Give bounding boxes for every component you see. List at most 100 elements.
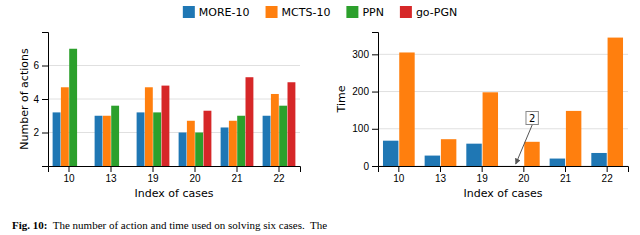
tick-mark bbox=[195, 166, 196, 172]
y-axis: 0100200300 bbox=[352, 33, 378, 172]
annotation: 2 bbox=[516, 112, 539, 165]
annotation-arrow bbox=[516, 125, 532, 164]
panel: 1013192021220100200300Index of casesTime… bbox=[335, 33, 629, 201]
chart-root: 101319202122246Index of casesNumber of a… bbox=[0, 0, 640, 235]
tick-label: 6 bbox=[33, 60, 39, 71]
x-axis-title: Index of cases bbox=[464, 187, 543, 200]
axis-line bbox=[379, 167, 629, 173]
bar bbox=[179, 133, 187, 167]
bar bbox=[279, 106, 287, 166]
bar bbox=[195, 133, 203, 167]
tick-label: 22 bbox=[602, 173, 614, 184]
tick-mark bbox=[523, 166, 524, 172]
tick-label: 10 bbox=[63, 173, 75, 184]
tick-mark bbox=[482, 166, 483, 172]
bar bbox=[566, 111, 581, 166]
tick-mark bbox=[372, 92, 378, 93]
bars bbox=[53, 49, 296, 166]
legend-label: MORE-10 bbox=[199, 6, 250, 19]
bar bbox=[483, 92, 498, 166]
legend-swatch bbox=[400, 6, 412, 18]
tick-label: 2 bbox=[33, 127, 39, 138]
bar bbox=[237, 116, 245, 166]
tick-mark bbox=[372, 54, 378, 55]
bar bbox=[221, 127, 229, 166]
bar bbox=[288, 82, 296, 166]
bar bbox=[204, 111, 212, 166]
axis-line bbox=[49, 167, 301, 173]
bar bbox=[466, 144, 481, 166]
tick-mark bbox=[42, 133, 48, 134]
legend-item: MORE-10 bbox=[183, 6, 250, 19]
bar bbox=[441, 139, 456, 166]
tick-mark bbox=[372, 129, 378, 130]
bar bbox=[137, 112, 145, 166]
tick: 19 bbox=[477, 166, 489, 184]
x-axis-title: Index of cases bbox=[135, 187, 214, 200]
y-axis-title: Time bbox=[335, 85, 348, 113]
annotation-box bbox=[526, 112, 538, 125]
tick-label: 300 bbox=[352, 49, 369, 60]
caption-text: The number of action and time used on so… bbox=[47, 219, 327, 231]
bar bbox=[111, 106, 119, 166]
tick-label: 20 bbox=[518, 173, 530, 184]
tick: 300 bbox=[352, 49, 378, 60]
y-axis-title: Number of actions bbox=[18, 48, 31, 150]
grid-line bbox=[48, 132, 300, 133]
legend-swatch bbox=[346, 6, 358, 18]
tick-label: 10 bbox=[393, 173, 405, 184]
tick: 21 bbox=[560, 166, 572, 184]
tick-mark bbox=[372, 166, 378, 167]
tick-mark bbox=[111, 166, 112, 172]
caption: Fig. 10: The number of action and time u… bbox=[12, 219, 327, 231]
bar bbox=[229, 121, 237, 166]
tick-mark bbox=[237, 166, 238, 172]
tick-mark bbox=[440, 166, 441, 172]
grid-line bbox=[378, 54, 628, 55]
legend-item: PPN bbox=[346, 6, 384, 19]
grid bbox=[48, 66, 300, 133]
tick: 19 bbox=[147, 166, 159, 184]
bar bbox=[383, 141, 398, 166]
x-axis: 10 13 19 20 21 22 bbox=[379, 166, 629, 184]
grid-line bbox=[378, 128, 628, 129]
tick-label: 19 bbox=[147, 173, 159, 184]
panel: 101319202122246Index of casesNumber of a… bbox=[18, 33, 301, 201]
bar bbox=[591, 153, 606, 166]
legend-label: go-PGN bbox=[416, 6, 457, 19]
tick: 2 bbox=[33, 127, 48, 138]
tick-label: 4 bbox=[33, 94, 39, 105]
tick: 13 bbox=[435, 166, 447, 184]
bar bbox=[61, 87, 69, 166]
tick: 4 bbox=[33, 94, 48, 105]
tick: 22 bbox=[602, 166, 614, 184]
bars bbox=[383, 38, 623, 166]
tick-label: 200 bbox=[352, 86, 369, 97]
bar bbox=[103, 116, 111, 166]
tick-mark bbox=[398, 166, 399, 172]
legend-swatch bbox=[266, 6, 278, 18]
bar bbox=[263, 116, 271, 166]
tick: 0 bbox=[363, 161, 378, 172]
bar bbox=[524, 142, 539, 166]
tick: 10 bbox=[63, 166, 75, 184]
tick-label: 13 bbox=[435, 173, 447, 184]
tick: 13 bbox=[105, 166, 117, 184]
tick-mark bbox=[153, 166, 154, 172]
bar bbox=[271, 94, 279, 166]
bar bbox=[187, 121, 195, 166]
caption-label: Fig. 10: bbox=[12, 219, 47, 231]
axis-line bbox=[42, 33, 49, 167]
grid-line bbox=[48, 99, 300, 100]
bar bbox=[425, 156, 440, 166]
tick-label: 21 bbox=[231, 173, 243, 184]
bar bbox=[145, 87, 153, 166]
grid-line bbox=[48, 65, 300, 66]
legend: MORE-10MCTS-10PPNgo-PGN bbox=[183, 6, 457, 19]
bar bbox=[550, 159, 565, 166]
bar bbox=[246, 77, 254, 166]
tick-mark bbox=[42, 66, 48, 67]
tick-label: 21 bbox=[560, 173, 572, 184]
tick-label: 0 bbox=[363, 161, 369, 172]
tick-label: 22 bbox=[273, 173, 285, 184]
